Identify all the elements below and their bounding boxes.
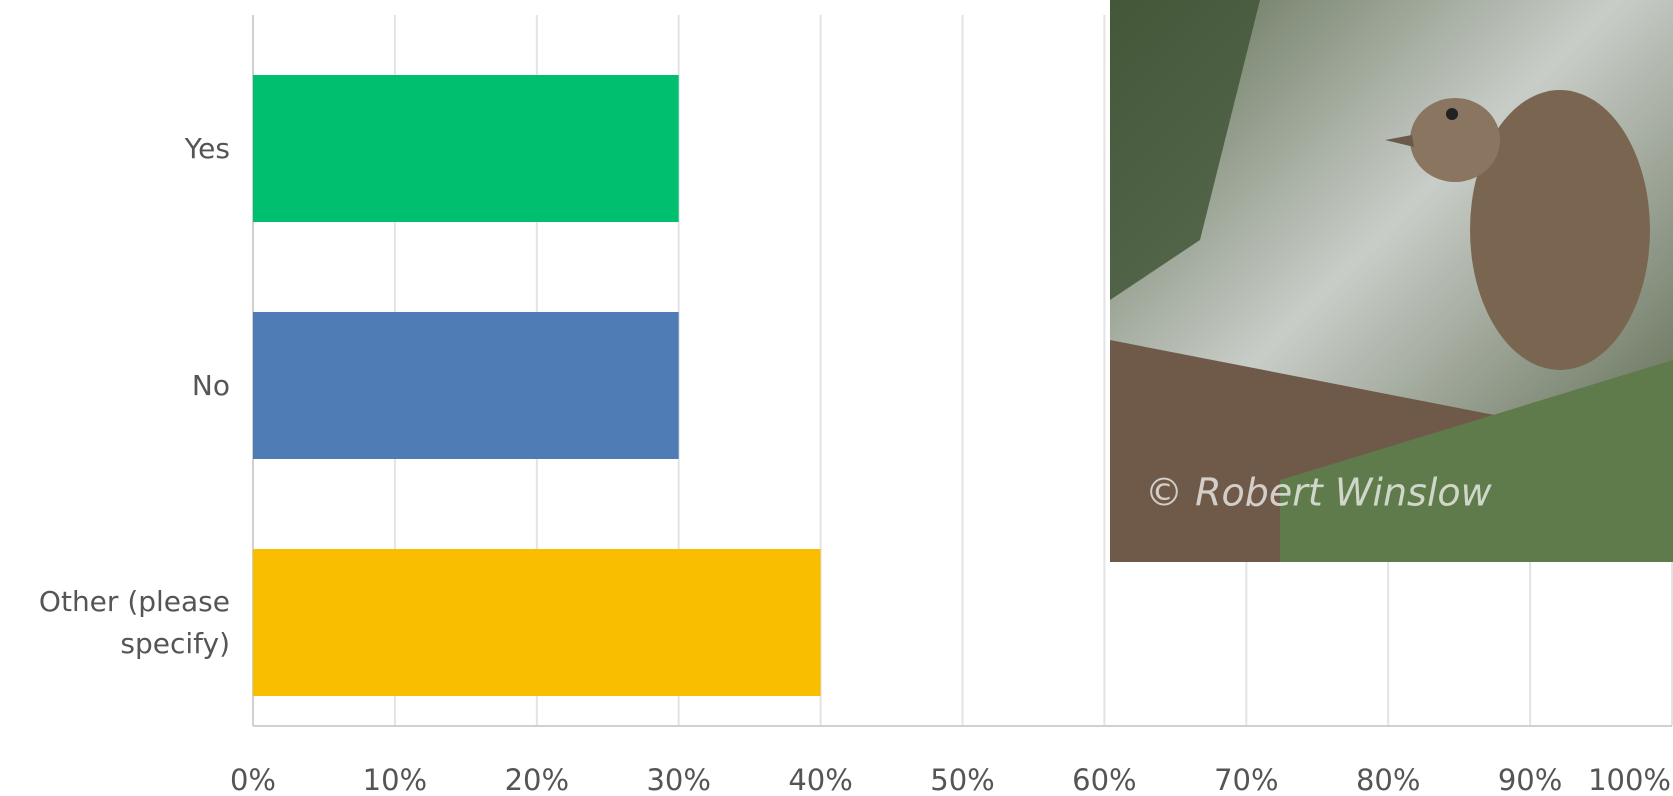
x-tick-label: 100% — [1588, 763, 1671, 796]
photo-foliage — [1110, 0, 1260, 300]
x-tick-label: 40% — [788, 763, 852, 796]
x-tick-label: 50% — [930, 763, 994, 796]
bar — [253, 549, 821, 696]
bar — [253, 75, 679, 222]
x-tick-label: 70% — [1214, 763, 1278, 796]
category-label: Yes — [184, 131, 230, 165]
x-tick-label: 10% — [363, 763, 427, 796]
photo-bird-eye — [1446, 108, 1458, 120]
photo: © Robert Winslow — [1110, 0, 1673, 562]
category-label: Other (please specify) — [38, 584, 230, 660]
x-tick-label: 20% — [505, 763, 569, 796]
x-tick-label: 60% — [1072, 763, 1136, 796]
x-tick-label: 0% — [230, 763, 276, 796]
photo-bird-beak — [1385, 135, 1414, 147]
category-label: No — [191, 368, 230, 402]
x-tick-label: 30% — [646, 763, 710, 796]
photo-foliage — [1280, 360, 1673, 562]
photo-bird-head — [1410, 98, 1500, 182]
x-tick-label: 80% — [1356, 763, 1420, 796]
photo-credit: © Robert Winslow — [1145, 471, 1493, 515]
bar — [253, 312, 679, 459]
x-tick-label: 90% — [1498, 763, 1562, 796]
photo-bird — [1470, 90, 1650, 370]
